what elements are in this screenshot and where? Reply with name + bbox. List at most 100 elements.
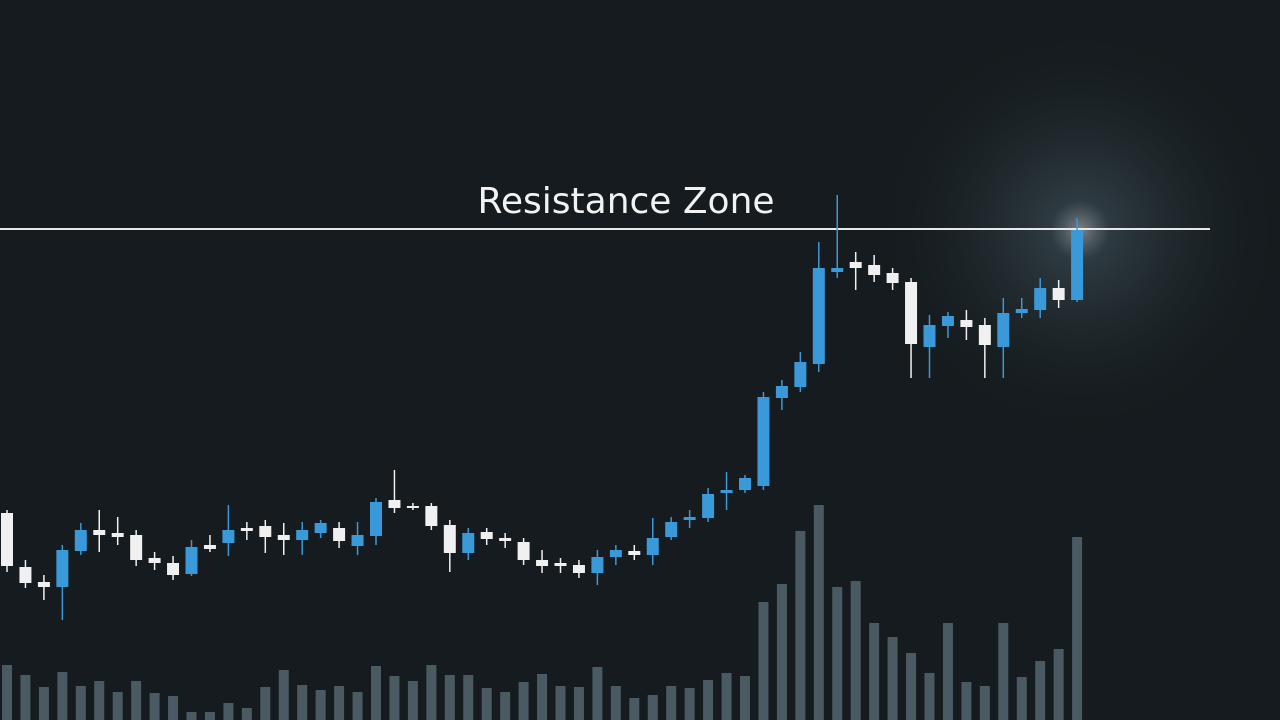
- volume-bar: [758, 602, 769, 720]
- candle-body: [222, 530, 235, 543]
- candle-body: [960, 320, 973, 327]
- volume-bar: [57, 672, 68, 720]
- volume-bar: [38, 687, 49, 720]
- candle-body: [665, 522, 678, 537]
- volume-bar: [979, 686, 990, 720]
- volume-bar: [629, 698, 640, 720]
- candle-body: [148, 558, 161, 563]
- candle-body: [74, 530, 87, 551]
- candle-body: [794, 362, 807, 387]
- volume-bar: [131, 681, 142, 720]
- volume-bar: [389, 676, 400, 720]
- volume-bar: [1072, 537, 1083, 720]
- candle-body: [19, 567, 32, 583]
- candle-body: [499, 538, 512, 541]
- candle-body: [739, 478, 751, 490]
- volume-bar: [610, 686, 621, 720]
- volume-bar: [924, 673, 935, 720]
- volume-bar: [795, 531, 806, 720]
- volume-bar: [94, 681, 105, 720]
- candle-body: [167, 563, 180, 575]
- volume-bar: [721, 673, 732, 720]
- candle-body: [240, 528, 253, 531]
- candle-body: [406, 506, 419, 508]
- volume-bar: [352, 692, 363, 720]
- volume-bar: [703, 680, 714, 720]
- volume-bar: [168, 696, 179, 720]
- volume-bar: [426, 665, 437, 720]
- candle-body: [517, 542, 530, 560]
- candle-body: [978, 325, 991, 345]
- volume-bar: [998, 623, 1009, 720]
- candle-body: [591, 557, 604, 573]
- volume-bar: [481, 688, 492, 720]
- candle-body: [941, 316, 954, 326]
- volume-bar: [832, 587, 843, 720]
- candle-body: [886, 273, 899, 283]
- volume-bar: [906, 653, 917, 720]
- candle-body: [905, 282, 918, 344]
- candle-body: [609, 550, 622, 557]
- candle-body: [37, 582, 50, 587]
- volume-bar: [407, 681, 418, 720]
- candle-body: [1071, 230, 1084, 300]
- volume-bar: [573, 687, 584, 720]
- volume-bar: [684, 688, 695, 720]
- volume-bar: [666, 686, 677, 720]
- candle-body: [849, 262, 862, 268]
- volume-bar: [112, 692, 123, 720]
- candle-body: [480, 532, 493, 539]
- volume-bar: [961, 682, 972, 720]
- candle-body: [111, 533, 124, 537]
- volume-bar: [537, 674, 548, 720]
- candle-body: [277, 535, 290, 540]
- candle-body: [572, 565, 585, 573]
- volume-bar: [647, 695, 658, 720]
- volume-bar: [260, 687, 271, 720]
- volume-bar: [315, 690, 326, 720]
- candle-body: [868, 265, 881, 275]
- volume-bar: [500, 692, 511, 720]
- volume-bar: [592, 667, 603, 720]
- volume-bar: [776, 584, 787, 720]
- candle-body: [130, 535, 143, 560]
- candle-body: [702, 494, 715, 518]
- volume-bar: [1053, 649, 1064, 720]
- volume-bar: [278, 670, 289, 720]
- volume-bar: [518, 682, 529, 720]
- candle-body: [333, 528, 346, 541]
- volume-bar: [223, 703, 234, 720]
- candle-body: [775, 386, 788, 398]
- volume-bar: [887, 637, 898, 720]
- annotation: Resistance Zone: [477, 181, 774, 222]
- candle-body: [554, 563, 567, 566]
- candle-body: [259, 526, 272, 537]
- candle-body: [720, 490, 733, 493]
- candle-body: [443, 525, 456, 553]
- volume-bar: [20, 675, 31, 720]
- volume-bar: [186, 712, 197, 720]
- candle-body: [831, 268, 844, 272]
- candle-body: [462, 533, 475, 553]
- volume-bar: [75, 686, 86, 720]
- candle-body: [683, 517, 696, 520]
- candle-body: [351, 535, 364, 546]
- candle-body: [388, 500, 401, 508]
- candle-body: [997, 313, 1010, 347]
- candle-body: [203, 545, 216, 549]
- volume-bar: [869, 623, 880, 720]
- candle-body: [185, 547, 198, 574]
- candle-body: [56, 550, 69, 587]
- candle-body: [370, 502, 382, 536]
- candle-body: [536, 560, 549, 566]
- volume-bar: [444, 675, 455, 720]
- volume-bar: [463, 675, 474, 720]
- candle-body: [757, 397, 770, 486]
- volume-bar: [555, 686, 566, 720]
- candle-layer: [1, 195, 1084, 620]
- candle-body: [93, 530, 106, 535]
- candle-body: [1, 513, 13, 566]
- candle-body: [923, 325, 936, 347]
- candle-body: [425, 506, 438, 526]
- candle-body: [1052, 288, 1065, 300]
